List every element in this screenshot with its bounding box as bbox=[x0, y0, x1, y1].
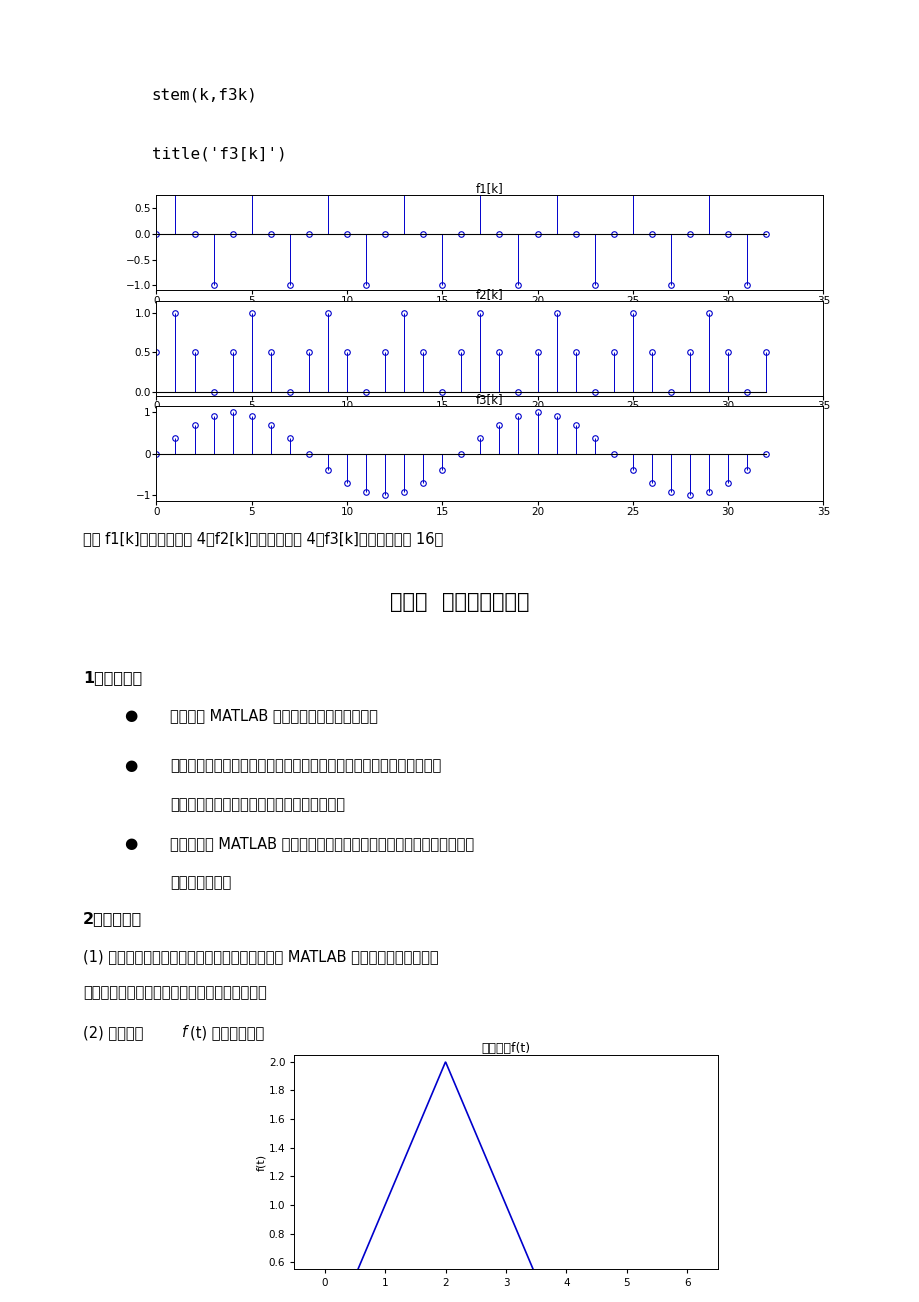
Text: 1．实验目的: 1．实验目的 bbox=[83, 671, 142, 686]
Y-axis label: f(t): f(t) bbox=[255, 1154, 266, 1170]
Text: 实验二  信号的基本运算: 实验二 信号的基本运算 bbox=[390, 592, 529, 612]
Text: 2．实验内容: 2．实验内容 bbox=[83, 911, 142, 927]
Text: ●: ● bbox=[124, 708, 137, 724]
Text: (2) 已知信号: (2) 已知信号 bbox=[83, 1025, 148, 1040]
Text: 学会使用 MATLAB 完成信号的一些基本运算；: 学会使用 MATLAB 完成信号的一些基本运算； bbox=[170, 708, 378, 724]
Text: stem(k,f3k): stem(k,f3k) bbox=[152, 89, 257, 103]
Text: ●: ● bbox=[124, 758, 137, 773]
Title: 给定信号f(t): 给定信号f(t) bbox=[481, 1042, 530, 1055]
Text: 分、求和、微分及积分等运算来表达的方法；: 分、求和、微分及积分等运算来表达的方法； bbox=[170, 797, 345, 812]
Text: 其中 f1[k]的基波周期是 4，f2[k]的基波周期是 4，f3[k]的基波周期是 16。: 其中 f1[k]的基波周期是 4，f2[k]的基波周期是 4，f3[k]的基波周… bbox=[83, 531, 443, 547]
Title: f1[k]: f1[k] bbox=[475, 182, 504, 195]
Title: f2[k]: f2[k] bbox=[475, 288, 504, 301]
Text: title('f3[k]'): title('f3[k]') bbox=[152, 146, 286, 161]
Text: 了解复杂信号由基本信号通过尺度变换、翻转、平移、相加、相乘、差: 了解复杂信号由基本信号通过尺度变换、翻转、平移、相加、相乘、差 bbox=[170, 758, 441, 773]
Text: (1) 运行以上三个例题程序，掌握信号基本运算的 MATLAB 实现方法；改变有关参: (1) 运行以上三个例题程序，掌握信号基本运算的 MATLAB 实现方法；改变有… bbox=[83, 949, 438, 965]
Title: f3[k]: f3[k] bbox=[475, 393, 504, 406]
Text: (t) 如下图所示：: (t) 如下图所示： bbox=[189, 1025, 264, 1040]
Text: 数，考察相应信号运算结果的变化特点与规律。: 数，考察相应信号运算结果的变化特点与规律。 bbox=[83, 986, 267, 1001]
Text: 进一步熟悉 MATLAB 的基本操作与编程，掌握其在信号分析中的运用特: 进一步熟悉 MATLAB 的基本操作与编程，掌握其在信号分析中的运用特 bbox=[170, 836, 474, 852]
Text: f: f bbox=[182, 1025, 187, 1040]
Text: 点与使用方式。: 点与使用方式。 bbox=[170, 875, 232, 891]
Text: ●: ● bbox=[124, 836, 137, 852]
